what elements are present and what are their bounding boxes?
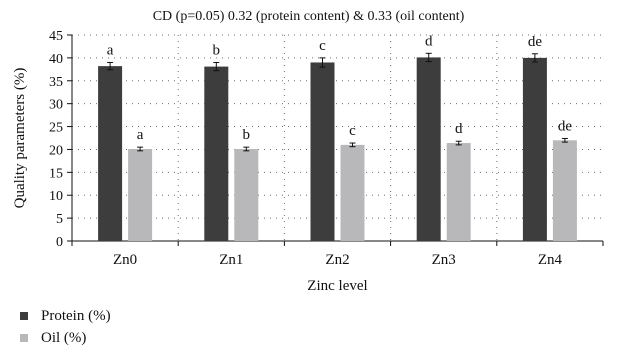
y-tick-label: 25 [49, 121, 63, 136]
x-tick-label: Zn3 [432, 252, 456, 268]
oil-significance-label: a [137, 127, 144, 143]
x-tick-label: Zn0 [113, 252, 137, 268]
bar-chart: 0 5 10 15 20 25 30 35 40 45 Zn0 Zn1 Zn2 Zn3 Zn4 Zinc le… [12, 29, 604, 294]
protein-significance-label: de [528, 34, 543, 50]
legend: Protein (%) Oil (%) [20, 305, 200, 349]
y-tick-label: 20 [49, 143, 63, 158]
x-tick-label: Zn4 [538, 252, 563, 268]
protein-significance-label: c [319, 38, 326, 54]
oil-significance-label: d [455, 121, 463, 137]
legend-swatch-oil [20, 334, 28, 342]
oil-bar [340, 144, 365, 241]
x-tick-label: Zn2 [325, 252, 349, 268]
y-tick-label: 5 [56, 212, 63, 227]
oil-bar [128, 148, 153, 241]
y-tick-label: 40 [49, 52, 63, 67]
y-tick-label: 15 [49, 166, 63, 181]
protein-significance-label: d [425, 33, 433, 49]
x-tick-label: Zn1 [219, 252, 243, 268]
protein-significance-label: a [107, 42, 114, 58]
y-tick-label: 30 [49, 98, 63, 113]
oil-significance-label: b [243, 127, 251, 143]
y-tick-label: 35 [49, 75, 63, 90]
protein-bar [98, 66, 123, 241]
legend-item-oil: Oil (%) [20, 327, 200, 349]
x-axis-title: Zinc level [307, 278, 367, 294]
legend-item-protein: Protein (%) [20, 305, 200, 327]
y-axis-title: Quality parameters (%) [12, 68, 28, 209]
oil-bar [234, 148, 259, 241]
legend-label-oil: Oil (%) [41, 329, 87, 346]
y-tick-label: 0 [56, 235, 63, 250]
oil-significance-label: c [349, 123, 356, 139]
oil-bar [446, 143, 471, 241]
protein-bar [522, 57, 547, 242]
legend-swatch-protein [20, 312, 28, 320]
protein-bar [416, 57, 441, 242]
protein-significance-label: b [213, 42, 221, 58]
y-tick-label: 10 [49, 189, 63, 204]
legend-label-protein: Protein (%) [41, 307, 111, 324]
oil-significance-label: de [558, 118, 573, 134]
oil-bar [552, 140, 577, 241]
protein-bar [204, 66, 229, 241]
y-tick-label: 45 [49, 29, 63, 44]
protein-bar [310, 62, 335, 241]
chart-title: CD (p=0.05) 0.32 (protein content) & 0.3… [152, 9, 465, 24]
